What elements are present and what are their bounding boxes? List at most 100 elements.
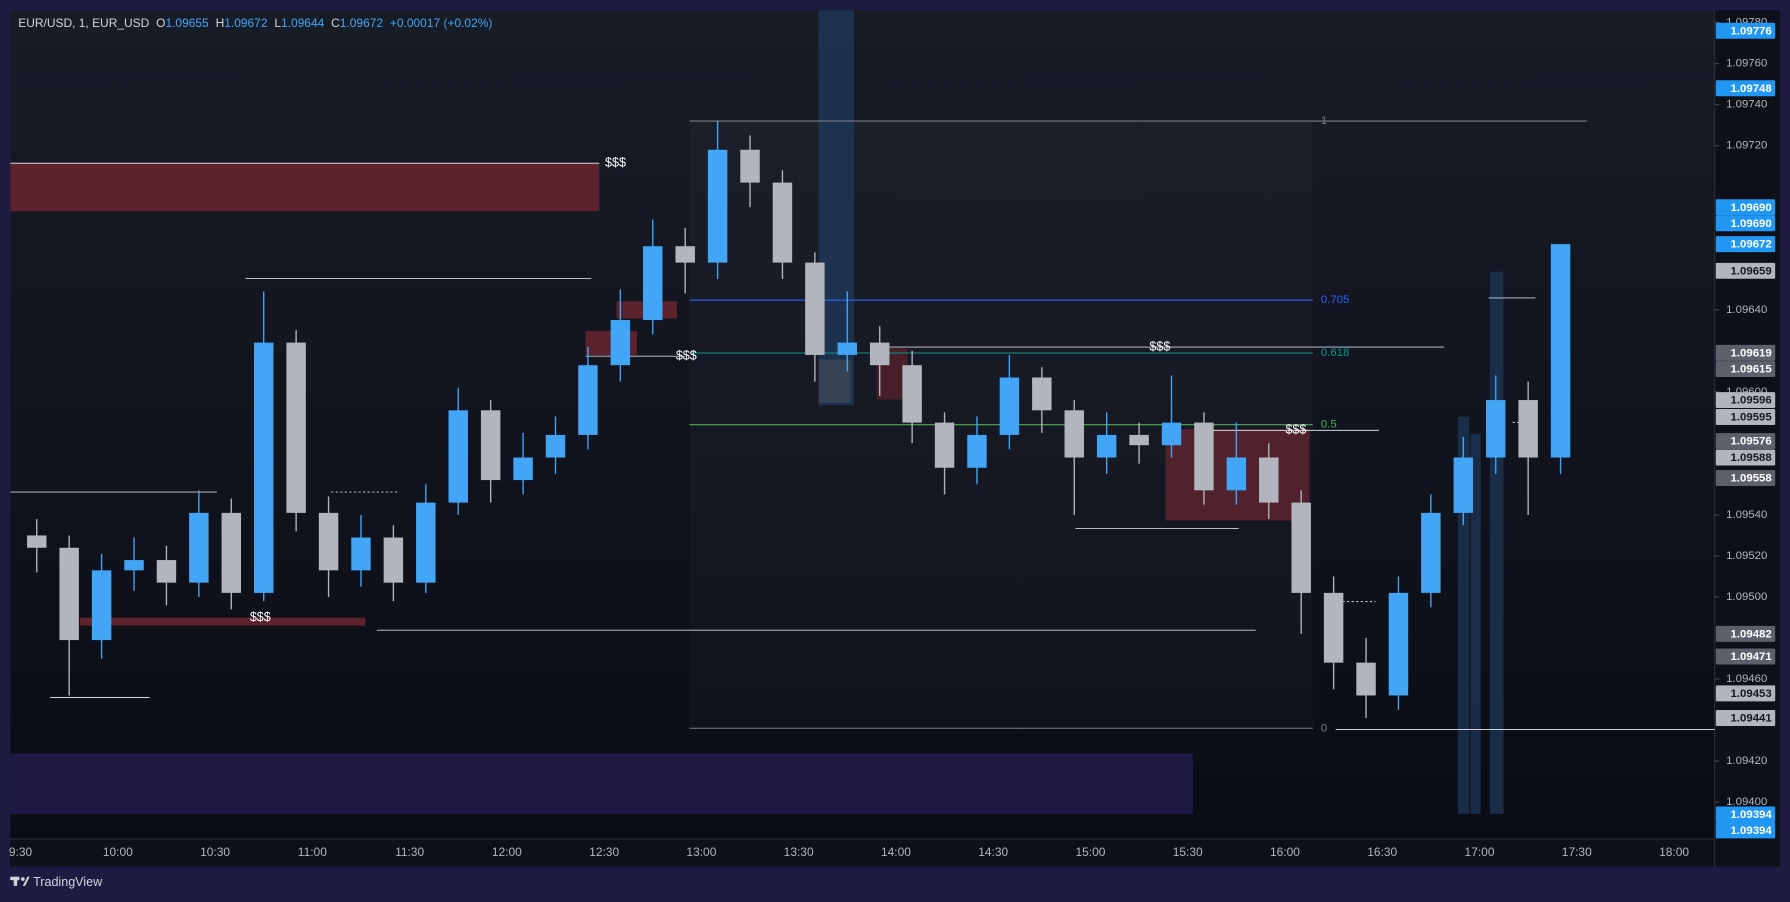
candle-body — [772, 182, 793, 263]
price-tag-label: 1.09672 — [1731, 239, 1772, 251]
price-tag — [1715, 361, 1776, 378]
candle-body — [1226, 457, 1247, 491]
brand: TradingView — [33, 875, 103, 889]
price-tag — [1715, 806, 1776, 823]
plot: 1 0.705 0.618 0.5 0 $$$ $$$ $$$ $$$ $$$ — [27, 115, 1587, 734]
price-tag-label: 1.09596 — [1731, 395, 1772, 407]
price-tag — [1715, 236, 1776, 253]
price-tag — [1715, 408, 1776, 425]
candle-body — [999, 377, 1020, 435]
time-axis[interactable] — [10, 839, 1715, 867]
candle-body — [869, 342, 890, 366]
logo: TradingView — [10, 875, 103, 889]
zone — [79, 617, 366, 626]
candle-body — [318, 512, 339, 571]
structure-lines — [10, 162, 1715, 730]
x-tick-label: 18:00 — [1659, 845, 1689, 859]
liquidity-label: $$$ — [676, 348, 697, 362]
candle-body — [740, 149, 760, 183]
candle-body — [416, 502, 436, 583]
zone — [818, 359, 851, 403]
zone — [10, 163, 600, 212]
price-tag — [1715, 433, 1776, 450]
zone — [10, 753, 1193, 814]
price-tag-label: 1.09471 — [1731, 651, 1773, 663]
candle-body — [1356, 662, 1376, 696]
price-tag — [1715, 470, 1776, 487]
y-tick-label: 1.09520 — [1726, 550, 1767, 562]
candle-body — [1096, 434, 1117, 458]
candle-body — [1485, 400, 1506, 458]
price-tag-label: 1.09394 — [1731, 809, 1773, 821]
candle-body — [1323, 592, 1344, 663]
ohlc-value: 1.09672 — [340, 16, 384, 30]
price-tag — [1715, 262, 1776, 279]
fib-label: 0.618 — [1321, 347, 1350, 359]
price-tag — [1715, 822, 1776, 839]
candle-body — [27, 535, 47, 548]
fib-label: 1 — [1321, 115, 1327, 127]
candle-body — [156, 560, 177, 583]
price-tag-label: 1.09776 — [1731, 25, 1772, 37]
candle-body — [545, 434, 566, 458]
x-tick-label: 12:30 — [589, 845, 619, 859]
candle-body — [1032, 377, 1052, 411]
line — [10, 162, 1715, 730]
candle-body — [480, 410, 501, 481]
x-tick-label: 10:30 — [200, 845, 230, 859]
candle-body — [91, 570, 112, 641]
candle-body — [1129, 434, 1149, 446]
y-tick-label: 1.09400 — [1726, 796, 1767, 808]
price-tag-label: 1.09394 — [1731, 825, 1773, 837]
price-tag-label: 1.09659 — [1731, 265, 1772, 277]
logo-mark — [13, 876, 18, 886]
price-tag-label: 1.09690 — [1731, 202, 1772, 214]
price-tag — [1715, 710, 1776, 727]
y-tick-label: 1.09640 — [1726, 304, 1767, 316]
x-tick-label: 13:30 — [784, 845, 814, 859]
price-tag-label: 1.09619 — [1731, 347, 1772, 359]
logo-mark — [21, 877, 25, 881]
y-tick-label: 1.09740 — [1726, 99, 1767, 111]
candle-body — [253, 342, 274, 593]
y-tick-label: 1.09760 — [1726, 58, 1767, 70]
legend[interactable]: EUR/USD, 1, EUR_USD O1.09655 H1.09672 L1.09… — [18, 16, 492, 30]
price-tag — [1715, 685, 1776, 702]
x-tick-label: 15:00 — [1075, 845, 1105, 859]
ohlc-key: C — [331, 16, 340, 30]
x-tick-label: 12:00 — [492, 845, 522, 859]
price-tag-label: 1.09558 — [1731, 473, 1772, 485]
price-tag — [1715, 449, 1776, 466]
candle-body — [189, 512, 209, 583]
liquidity-label: $$$ — [250, 610, 271, 624]
x-tick-label: 10:00 — [103, 845, 133, 859]
price-tag-label: 1.09453 — [1731, 688, 1772, 700]
candle-body — [675, 246, 695, 263]
session-band — [1489, 271, 1504, 814]
candle-body — [837, 342, 858, 355]
x-tick-label: 16:30 — [1367, 845, 1397, 859]
candle-body — [124, 560, 144, 571]
x-tick-label: 9:30 — [9, 845, 33, 859]
change: +0.00017 (+0.02%) — [390, 16, 492, 30]
candle-body — [59, 547, 79, 641]
y-tick-label: 1.09420 — [1726, 755, 1767, 767]
candle-body — [578, 365, 598, 435]
candle-body — [934, 422, 955, 468]
price-tag — [1715, 344, 1776, 361]
x-tick-label: 11:00 — [298, 845, 327, 859]
candle-body — [383, 537, 404, 583]
ohlc-value: 1.09655 — [165, 16, 209, 30]
candle-body — [1518, 400, 1538, 458]
candle-body — [513, 457, 533, 481]
candle-body — [221, 512, 242, 593]
candle-body — [967, 434, 987, 468]
candle-body — [1550, 244, 1571, 458]
candle-body — [1291, 502, 1311, 593]
candle-body — [1064, 410, 1084, 458]
ohlc-value: 1.09672 — [224, 16, 268, 30]
x-tick-label: 17:30 — [1562, 845, 1592, 859]
candle-body — [1161, 422, 1182, 446]
